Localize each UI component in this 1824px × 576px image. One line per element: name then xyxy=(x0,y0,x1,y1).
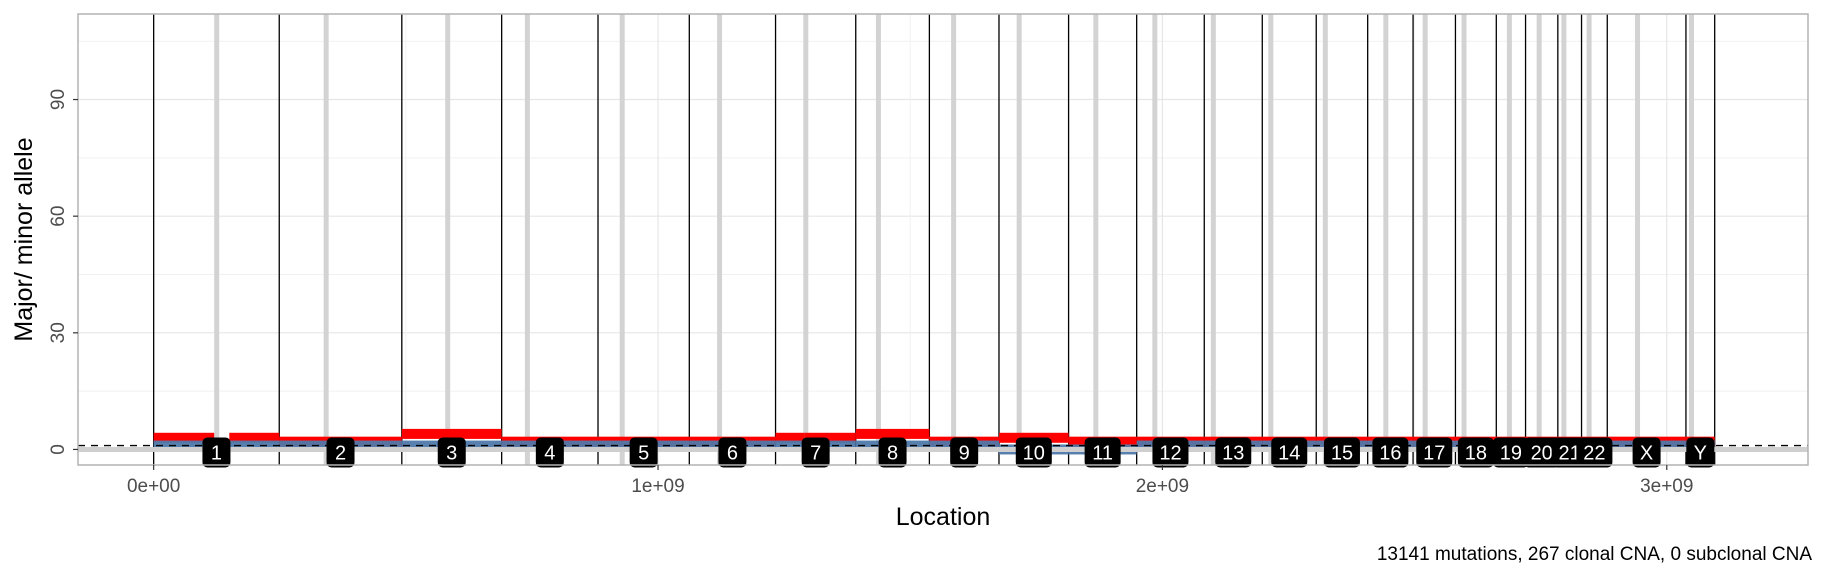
major-allele-segment xyxy=(153,432,215,443)
chromosome-label-box xyxy=(1686,437,1715,468)
grid-layer xyxy=(78,14,1808,465)
x-axis-title: Location xyxy=(896,503,991,531)
chromosome-label-box xyxy=(950,437,979,468)
chromosome-label: X xyxy=(1640,442,1653,464)
x-tick-label: 3e+09 xyxy=(1640,476,1693,497)
chromosome-label-box xyxy=(718,437,747,468)
major-allele-segment xyxy=(401,428,502,439)
chromosome-label: 9 xyxy=(959,442,970,464)
x-tick-label: 2e+09 xyxy=(1136,476,1189,497)
chromosome-label: 4 xyxy=(544,442,555,464)
chromosome-label: 19 xyxy=(1500,442,1522,464)
chromosome-label: 13 xyxy=(1222,442,1244,464)
y-axis-title: Major/ minor allele xyxy=(10,137,38,341)
chromosome-label: Y xyxy=(1694,442,1707,464)
chromosome-label-box xyxy=(1323,437,1360,468)
chromosome-label: 8 xyxy=(887,442,898,464)
chromosome-label: 16 xyxy=(1379,442,1401,464)
chromosome-label-box xyxy=(535,437,564,468)
y-tick-label: 90 xyxy=(48,89,69,110)
chromosome-boundary-layer xyxy=(153,14,1716,465)
chromosome-label-box xyxy=(1523,437,1560,468)
chromosome-label-box xyxy=(1152,437,1189,468)
chromosome-label-box xyxy=(1632,437,1661,468)
y-tick-label: 30 xyxy=(48,322,69,343)
chromosome-label: 20 xyxy=(1531,442,1553,464)
chromosome-label: 17 xyxy=(1423,442,1445,464)
x-tick-label: 1e+09 xyxy=(631,476,684,497)
chromosome-label-box xyxy=(1215,437,1252,468)
chromosome-label-box xyxy=(1492,437,1529,468)
chromosome-label: 21 xyxy=(1559,442,1581,464)
major-allele-segment xyxy=(775,432,805,443)
chromosome-label: 1 xyxy=(211,442,222,464)
chromosome-label: 14 xyxy=(1278,442,1300,464)
chromosome-label-box xyxy=(1015,437,1052,468)
chart-caption: 13141 mutations, 267 clonal CNA, 0 subcl… xyxy=(1377,544,1812,565)
chromosome-label-box xyxy=(1084,437,1121,468)
chromosome-label-box xyxy=(437,437,466,468)
chromosome-label-box xyxy=(801,437,830,468)
chromosome-label: 7 xyxy=(810,442,821,464)
major-allele-segment xyxy=(855,428,930,439)
chromosome-label: 12 xyxy=(1159,442,1181,464)
x-tick-label: 0e+00 xyxy=(127,476,180,497)
chromosome-label-box xyxy=(326,437,355,468)
chromosome-label-box xyxy=(1457,437,1494,468)
major-allele-segment xyxy=(229,432,280,443)
chromosome-label: 3 xyxy=(446,442,457,464)
major-allele-segment xyxy=(804,432,856,443)
chromosome-label: 11 xyxy=(1092,442,1113,464)
chromosome-label-box xyxy=(629,437,658,468)
tick-layer: 0e+00 1e+09 2e+09 3e+09 0 30 60 90 xyxy=(48,89,1693,497)
chromosome-label-box xyxy=(1576,437,1613,468)
centromere-layer xyxy=(214,14,1694,465)
chromosome-label: 18 xyxy=(1465,442,1487,464)
chromosome-label: 6 xyxy=(727,442,738,464)
chromosome-label: 2 xyxy=(335,442,346,464)
chromosome-label: 15 xyxy=(1331,442,1353,464)
y-tick-label: 60 xyxy=(48,206,69,227)
chromosome-label-layer: 1 2 3 4 5 6 7 8 9 10 11 12 13 14 15 16 17 18 19 20 21 22 X Y xyxy=(202,437,1715,468)
panel-border xyxy=(77,13,1809,466)
y-tick-label: 0 xyxy=(48,444,69,455)
chromosome-label-box xyxy=(1271,437,1308,468)
chromosome-label: 22 xyxy=(1583,442,1605,464)
chromosome-label-box xyxy=(202,437,231,468)
chromosome-label-box xyxy=(1416,437,1453,468)
chromosome-label: 5 xyxy=(638,442,649,464)
chromosome-label-box xyxy=(878,437,907,468)
chromosome-label-box xyxy=(1372,437,1409,468)
chromosome-label: 10 xyxy=(1023,442,1045,464)
